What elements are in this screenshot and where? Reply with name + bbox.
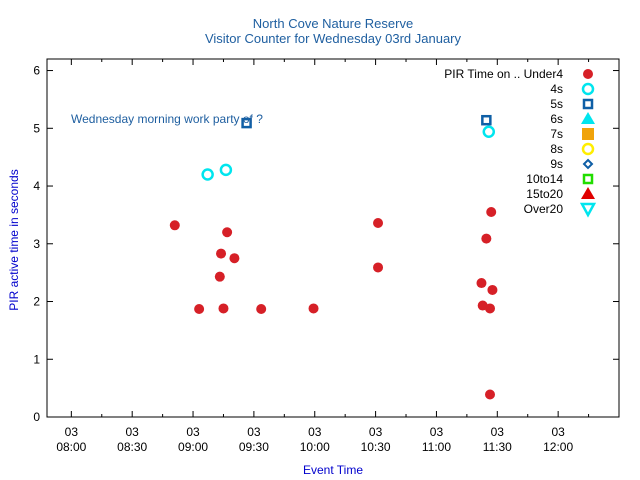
x-tick-label-time: 08:00 (56, 440, 86, 454)
x-tick-label-time: 10:00 (300, 440, 330, 454)
legend-marker-under4 (583, 69, 593, 79)
data-point-4s (482, 125, 496, 139)
x-tick-label-time: 11:00 (422, 440, 451, 454)
chart-subtitle: Visitor Counter for Wednesday 03rd Janua… (205, 31, 462, 46)
x-tick-label-time: 08:30 (117, 440, 147, 454)
legend-marker-10to14 (582, 173, 594, 185)
x-tick-label-day: 03 (551, 425, 565, 439)
data-point-under4 (308, 303, 319, 314)
legend-marker-4s (581, 82, 595, 96)
data-point-under4 (373, 217, 384, 228)
x-tick-label-day: 03 (430, 425, 444, 439)
legend-marker-15to20 (581, 187, 595, 199)
data-point-under4 (481, 233, 492, 244)
data-point-4s (219, 163, 233, 177)
legend-label: 15to20 (526, 187, 563, 201)
legend-label: 8s (550, 142, 563, 156)
x-tick-label-time: 11:30 (483, 440, 512, 454)
legend-label: Over20 (524, 202, 564, 216)
legend-marker-6s (581, 112, 595, 124)
data-point-under4 (373, 262, 384, 273)
legend-label: 4s (550, 82, 563, 96)
x-tick-label-day: 03 (247, 425, 261, 439)
y-axis-label: PIR active time in seconds (7, 169, 21, 310)
data-point-under4 (169, 220, 180, 231)
x-tick-label-time: 09:00 (178, 440, 208, 454)
legend-marker-8s (581, 142, 595, 156)
x-tick-label-time: 12:00 (543, 440, 573, 454)
y-tick-label: 0 (33, 410, 40, 424)
data-point-under4 (486, 207, 497, 218)
y-tick-label: 6 (33, 64, 40, 78)
data-point-4s (201, 168, 214, 181)
legend-marker-7s (582, 128, 594, 140)
x-tick-label-time: 09:30 (239, 440, 269, 454)
x-tick-label-day: 03 (308, 425, 322, 439)
x-tick-label-day: 03 (369, 425, 383, 439)
x-tick-label-day: 03 (65, 425, 79, 439)
data-point-under4 (216, 248, 227, 259)
data-point-5s (241, 117, 252, 129)
x-tick-label-time: 10:30 (361, 440, 391, 454)
y-tick-label: 3 (33, 237, 40, 251)
legend-label: 10to14 (526, 172, 563, 186)
x-tick-label-day: 03 (491, 425, 505, 439)
data-point-5s (481, 114, 492, 126)
data-point-under4 (194, 304, 205, 315)
x-tick-label-day: 03 (186, 425, 200, 439)
data-point-under4 (218, 303, 229, 314)
data-point-under4 (214, 271, 225, 282)
data-point-under4 (484, 303, 495, 314)
legend: PIR Time on .. Under44s5s6s7s8s9s10to141… (444, 67, 597, 218)
y-tick-label: 4 (33, 179, 40, 193)
chart-title: North Cove Nature Reserve (253, 16, 413, 31)
y-tick-label: 1 (33, 352, 40, 366)
legend-label: PIR Time on .. Under4 (444, 67, 563, 81)
y-tick-label: 2 (33, 295, 40, 309)
data-point-under4 (476, 278, 487, 289)
legend-marker-5s (582, 98, 594, 110)
data-point-under4 (229, 253, 240, 264)
annotation-text: Wednesday morning work party of ? (71, 112, 263, 126)
legend-label: 5s (550, 97, 563, 111)
legend-marker-9s (582, 158, 594, 170)
legend-label: 7s (550, 127, 563, 141)
data-points (169, 114, 498, 400)
legend-marker-over20 (579, 202, 597, 218)
data-point-under4 (484, 389, 495, 400)
data-point-under4 (487, 284, 498, 295)
legend-label: 9s (550, 157, 563, 171)
legend-label: 6s (550, 112, 563, 126)
data-point-under4 (222, 227, 233, 238)
data-point-under4 (256, 304, 267, 315)
plot-border (46, 58, 620, 418)
axes: 01234560308:000308:300309:000309:300310:… (33, 58, 620, 454)
x-axis-label: Event Time (303, 463, 363, 477)
y-tick-label: 5 (33, 121, 40, 135)
x-tick-label-day: 03 (126, 425, 140, 439)
